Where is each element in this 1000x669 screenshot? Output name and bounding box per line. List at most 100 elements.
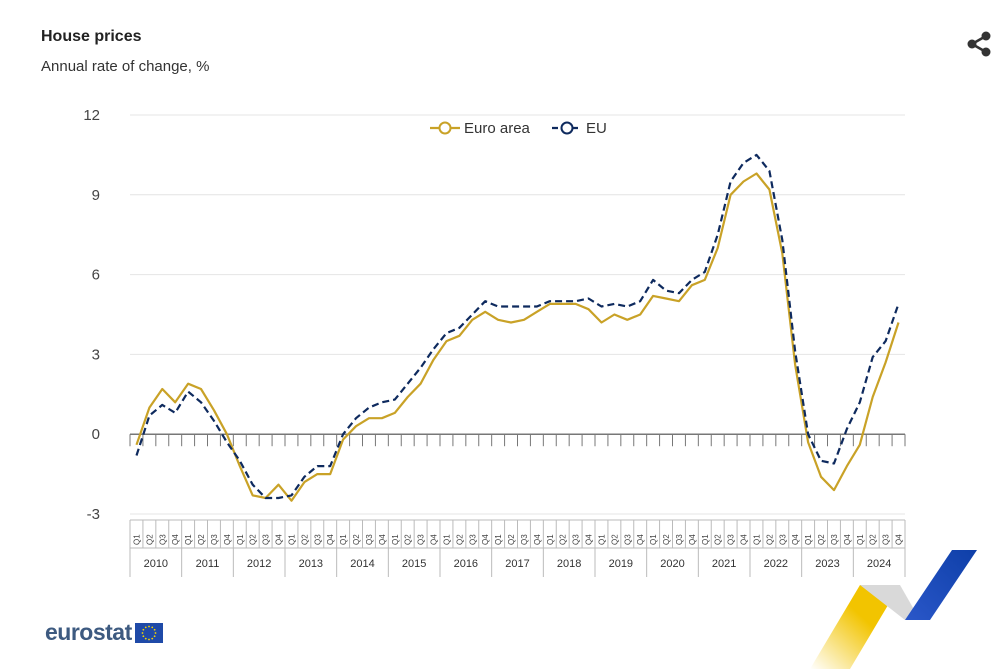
data-point[interactable] xyxy=(596,317,606,327)
data-point[interactable] xyxy=(687,275,697,285)
data-point[interactable] xyxy=(816,456,826,466)
data-point[interactable] xyxy=(157,384,167,394)
data-point[interactable] xyxy=(648,275,658,285)
data-point[interactable] xyxy=(790,347,800,357)
data-point[interactable] xyxy=(261,493,271,503)
data-point[interactable] xyxy=(894,299,904,309)
data-point[interactable] xyxy=(196,397,206,407)
data-point[interactable] xyxy=(364,403,374,413)
data-point[interactable] xyxy=(338,429,348,439)
year-label: 2011 xyxy=(196,558,220,570)
data-point[interactable] xyxy=(739,177,749,187)
data-point[interactable] xyxy=(403,392,413,402)
data-point[interactable] xyxy=(764,166,774,176)
data-point[interactable] xyxy=(493,302,503,312)
data-point[interactable] xyxy=(519,302,529,312)
series-line-eu[interactable] xyxy=(135,153,900,500)
data-point[interactable] xyxy=(751,150,761,160)
data-point[interactable] xyxy=(390,408,400,418)
data-point[interactable] xyxy=(467,310,477,320)
data-point[interactable] xyxy=(622,315,632,325)
data-point[interactable] xyxy=(558,296,568,306)
data-point[interactable] xyxy=(622,302,632,312)
data-point[interactable] xyxy=(429,355,439,365)
data-point[interactable] xyxy=(596,302,606,312)
data-point[interactable] xyxy=(441,328,451,338)
data-point[interactable] xyxy=(894,317,904,327)
data-point[interactable] xyxy=(739,158,749,168)
data-point[interactable] xyxy=(661,286,671,296)
data-point[interactable] xyxy=(506,302,516,312)
data-point[interactable] xyxy=(713,230,723,240)
share-icon[interactable] xyxy=(964,30,994,58)
data-point[interactable] xyxy=(842,424,852,434)
data-point[interactable] xyxy=(274,493,284,503)
data-point[interactable] xyxy=(222,437,232,447)
legend-item-euro-area[interactable]: Euro area xyxy=(430,120,531,137)
data-point[interactable] xyxy=(777,235,787,245)
data-point[interactable] xyxy=(609,310,619,320)
data-point[interactable] xyxy=(454,323,464,333)
data-point[interactable] xyxy=(842,461,852,471)
data-point[interactable] xyxy=(390,395,400,405)
data-point[interactable] xyxy=(183,387,193,397)
data-point[interactable] xyxy=(751,169,761,179)
data-point[interactable] xyxy=(881,357,891,367)
data-point[interactable] xyxy=(196,384,206,394)
data-point[interactable] xyxy=(584,294,594,304)
data-point[interactable] xyxy=(325,461,335,471)
data-point[interactable] xyxy=(157,400,167,410)
data-point[interactable] xyxy=(209,416,219,426)
data-point[interactable] xyxy=(609,299,619,309)
data-point[interactable] xyxy=(480,296,490,306)
quarter-label: Q4 xyxy=(791,534,800,545)
data-point[interactable] xyxy=(803,429,813,439)
data-point[interactable] xyxy=(312,461,322,471)
data-point[interactable] xyxy=(700,267,710,277)
data-point[interactable] xyxy=(131,450,141,460)
data-point[interactable] xyxy=(855,397,865,407)
data-point[interactable] xyxy=(855,440,865,450)
data-point[interactable] xyxy=(519,315,529,325)
data-point[interactable] xyxy=(777,248,787,258)
year-label: 2021 xyxy=(712,558,736,570)
data-point[interactable] xyxy=(235,456,245,466)
data-point[interactable] xyxy=(635,310,645,320)
data-point[interactable] xyxy=(635,296,645,306)
data-point[interactable] xyxy=(403,379,413,389)
data-point[interactable] xyxy=(868,352,878,362)
legend-item-eu[interactable]: EU xyxy=(552,120,607,137)
data-point[interactable] xyxy=(674,288,684,298)
data-point[interactable] xyxy=(170,408,180,418)
data-point[interactable] xyxy=(584,304,594,314)
series-line-euro-area[interactable] xyxy=(135,172,900,502)
data-point[interactable] xyxy=(144,411,154,421)
data-point[interactable] xyxy=(416,363,426,373)
data-point[interactable] xyxy=(299,472,309,482)
data-point[interactable] xyxy=(868,392,878,402)
data-point[interactable] xyxy=(493,315,503,325)
eurostat-logo[interactable]: eurostat xyxy=(45,619,163,646)
data-point[interactable] xyxy=(726,177,736,187)
data-point[interactable] xyxy=(209,405,219,415)
data-point[interactable] xyxy=(829,458,839,468)
data-point[interactable] xyxy=(506,317,516,327)
data-point[interactable] xyxy=(364,413,374,423)
data-point[interactable] xyxy=(480,307,490,317)
data-point[interactable] xyxy=(274,480,284,490)
data-point[interactable] xyxy=(429,344,439,354)
data-point[interactable] xyxy=(532,302,542,312)
data-point[interactable] xyxy=(377,413,387,423)
data-point[interactable] xyxy=(286,490,296,500)
data-point[interactable] xyxy=(377,397,387,407)
data-point[interactable] xyxy=(829,485,839,495)
data-point[interactable] xyxy=(571,296,581,306)
data-point[interactable] xyxy=(816,472,826,482)
data-point[interactable] xyxy=(248,480,258,490)
data-point[interactable] xyxy=(545,296,555,306)
data-point[interactable] xyxy=(648,291,658,301)
data-point[interactable] xyxy=(881,336,891,346)
data-point[interactable] xyxy=(351,413,361,423)
data-point[interactable] xyxy=(248,490,258,500)
data-point[interactable] xyxy=(416,379,426,389)
